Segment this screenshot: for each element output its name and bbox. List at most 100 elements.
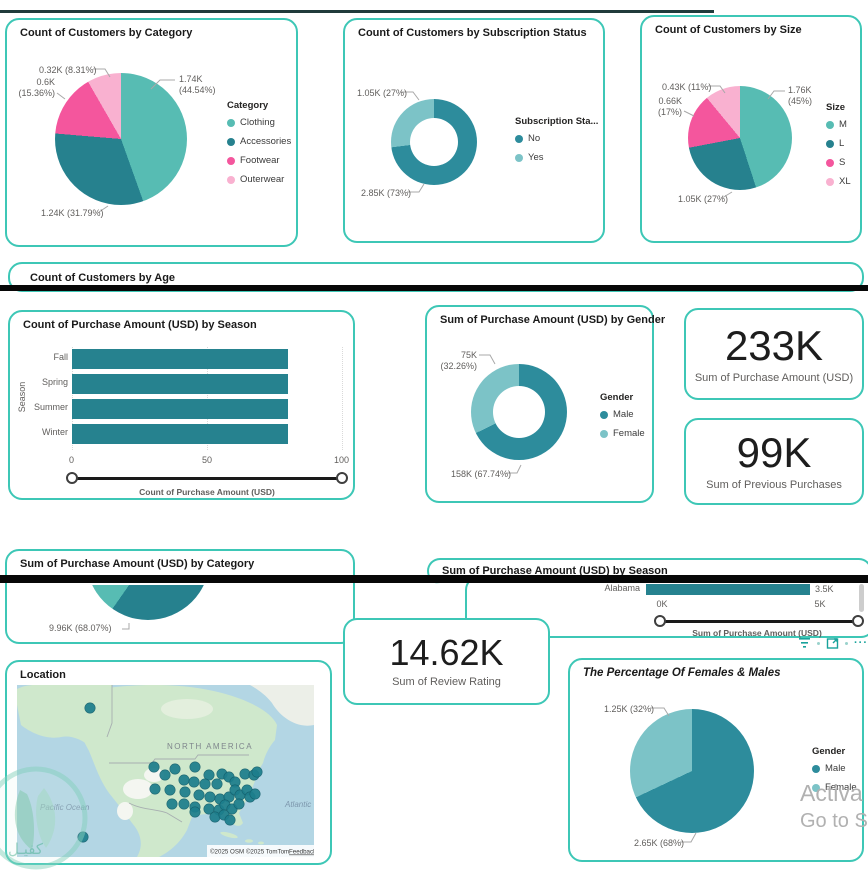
legend-item-no[interactable]: No [515, 133, 598, 144]
map-bubble[interactable] [179, 786, 191, 798]
panel-title: Sum of Purchase Amount (USD) by Gender [440, 314, 666, 326]
legend-item-outerwear[interactable]: Outerwear [227, 174, 291, 185]
map-bubble[interactable] [164, 784, 176, 796]
panel-title: The Percentage Of Females & Males [583, 667, 781, 679]
legend-dot [227, 156, 235, 165]
map-bubble[interactable] [178, 798, 190, 810]
axis-range-slider[interactable] [660, 620, 858, 623]
legend-title: Size [826, 102, 846, 113]
legend-dot [600, 410, 608, 419]
map-bubble[interactable] [211, 778, 223, 790]
x-tick-min: 0K [656, 599, 668, 609]
bar-alabama[interactable] [646, 584, 810, 595]
subscription-donut-chart[interactable] [391, 99, 477, 185]
callout-female-pct: (32.26%) [440, 361, 477, 371]
map-cuba [220, 831, 238, 839]
legend-item-clothing[interactable]: Clothing [227, 117, 291, 128]
panel-purchase-by-category-cropped: Sum of Purchase Amount (USD) by Category… [5, 549, 355, 644]
map-terrain-patch [144, 768, 164, 782]
slider-handle-right[interactable] [852, 615, 864, 627]
legend-item-s[interactable]: S [826, 157, 851, 168]
map-attribution: ©2025 OSM ©2025 TomTom [210, 849, 289, 856]
bar-winter[interactable] [72, 424, 288, 444]
bar-row: Winter [18, 422, 350, 447]
bar-category-label: Winter [41, 427, 68, 437]
map-terrain-patch [161, 699, 213, 719]
percentage-pie-chart[interactable] [630, 709, 754, 833]
map-bubble[interactable] [178, 774, 190, 786]
panel-title: Count of Customers by Subscription Statu… [358, 27, 587, 39]
map-bubble[interactable] [249, 788, 261, 800]
legend-dot [826, 158, 834, 167]
map-bubble[interactable] [84, 702, 96, 714]
map-label-continent: NORTH AMERICA [167, 742, 253, 751]
legend-item-xl[interactable]: XL [826, 176, 851, 187]
map-bubbles[interactable] [77, 702, 263, 843]
map-island [245, 839, 253, 843]
legend-item-m[interactable]: M [826, 119, 851, 130]
legend-item-yes[interactable]: Yes [515, 152, 598, 163]
more-options-icon[interactable]: ··· [854, 637, 868, 649]
filter-icon[interactable] [798, 637, 811, 649]
map-bubble[interactable] [149, 783, 161, 795]
panel-title: Count of Purchase Amount (USD) by Season [23, 319, 257, 331]
x-tick-max: 5K [814, 599, 826, 609]
panel-title: Count of Customers by Age [30, 272, 176, 284]
slider-handle-left[interactable] [66, 472, 78, 484]
map-bubble[interactable] [233, 798, 245, 810]
gridline [72, 347, 73, 450]
legend-item-female[interactable]: Female [812, 782, 857, 793]
map-bubble[interactable] [199, 778, 211, 790]
panel-title: Sum of Purchase Amount (USD) by Category [20, 558, 255, 570]
watermark-arabic-text: كفيـل [8, 840, 44, 858]
category-sum-pie-fragment[interactable] [86, 585, 210, 620]
cropped-pie-clip [9, 585, 353, 643]
map-bubble[interactable] [189, 806, 201, 818]
legend-item-male[interactable]: Male [812, 763, 857, 774]
focus-mode-icon[interactable] [826, 637, 839, 649]
legend-item-female[interactable]: Female [600, 428, 645, 439]
scrollbar[interactable] [859, 584, 864, 612]
gender-donut-chart[interactable] [471, 364, 567, 460]
map-bubble[interactable] [159, 769, 171, 781]
map-bubble[interactable] [251, 766, 263, 778]
legend-title: Gender [812, 746, 846, 757]
legend-item-l[interactable]: L [826, 138, 851, 149]
map-feedback-link[interactable]: Feedback [289, 849, 314, 856]
map-bubble[interactable] [166, 798, 178, 810]
map-bubble[interactable] [203, 769, 215, 781]
legend-dot [227, 118, 235, 127]
callout-m-value: 1.76K [788, 85, 812, 95]
map-bubble[interactable] [209, 811, 221, 823]
map-bubble[interactable] [188, 776, 200, 788]
slider-handle-right[interactable] [336, 472, 348, 484]
map-bubble[interactable] [169, 763, 181, 775]
bar-fall[interactable] [72, 349, 288, 369]
legend-dot [826, 177, 834, 186]
map-attribution-bg [207, 845, 314, 857]
category-pie-chart[interactable] [55, 73, 187, 205]
watermark-leaf-right [36, 788, 56, 848]
map-bubble[interactable] [193, 789, 205, 801]
legend-item-male[interactable]: Male [600, 409, 645, 420]
bar-summer[interactable] [72, 399, 288, 419]
card-value: 233K [724, 321, 824, 369]
map-bubble[interactable] [204, 791, 216, 803]
bar-track [72, 399, 342, 419]
size-pie-chart[interactable] [688, 86, 792, 190]
panel-percentage-females-males: The Percentage Of Females & Males 1.25K … [568, 658, 864, 862]
activate-watermark-line1: Activa [800, 780, 863, 806]
size-legend: Size M L S XL [826, 102, 851, 195]
axis-range-slider[interactable] [72, 477, 342, 480]
map-bubble[interactable] [148, 761, 160, 773]
map-bubble[interactable] [224, 814, 236, 826]
bar-track [72, 424, 342, 444]
slider-handle-left[interactable] [654, 615, 666, 627]
map-bubble[interactable] [189, 761, 201, 773]
legend-item-accessories[interactable]: Accessories [227, 136, 291, 147]
bar-spring[interactable] [72, 374, 288, 394]
legend-item-footwear[interactable]: Footwear [227, 155, 291, 166]
separator-dot [817, 641, 820, 645]
map-canvas[interactable]: NORTH AMERICA Pacific Ocean Atlantic O ©… [17, 685, 314, 857]
